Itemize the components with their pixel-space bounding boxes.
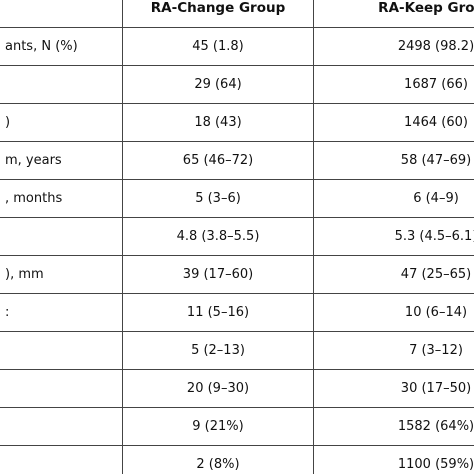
table-cell: 2498 (98.2) [313,27,474,66]
table-row: 2 (8%) 1100 (59%) [0,445,474,474]
row-label [0,445,123,474]
header-cell [0,0,123,28]
row-label [0,407,123,446]
row-label: , months [0,179,123,218]
table-row: 20 (9–30) 30 (17–50) [0,369,474,408]
table-cell: 65 (46–72) [122,141,314,180]
table-row: 9 (21%) 1582 (64%) [0,407,474,446]
row-label: ) [0,103,123,142]
table-cell: 9 (21%) [122,407,314,446]
table-cell: 45 (1.8) [122,27,314,66]
table-cell: 1687 (66) [313,65,474,104]
table-cell: 4.8 (3.8–5.5) [122,217,314,256]
table-row: ants, N (%) 45 (1.8) 2498 (98.2) [0,27,474,66]
table-cell: 5.3 (4.5–6.1) [313,217,474,256]
table-cell: 5 (2–13) [122,331,314,370]
table-cell: 10 (6–14) [313,293,474,332]
header-cell: RA-Keep Group [313,0,474,28]
row-label [0,331,123,370]
table-cell: 5 (3–6) [122,179,314,218]
table-cell: 2 (8%) [122,445,314,474]
table-row: 29 (64) 1687 (66) [0,65,474,104]
table-row: :11 (5–16) 10 (6–14) [0,293,474,332]
table-row: ), mm 39 (17–60) 47 (25–65) [0,255,474,294]
table-cell: 6 (4–9) [313,179,474,218]
table-cell: 7 (3–12) [313,331,474,370]
table-row: m, years 65 (46–72) 58 (47–69) [0,141,474,180]
table-row: ) 18 (43) 1464 (60) [0,103,474,142]
row-label [0,65,123,104]
row-label: m, years [0,141,123,180]
table-row: 5 (2–13) 7 (3–12) [0,331,474,370]
table-row: , months 5 (3–6) 6 (4–9) [0,179,474,218]
table-cell: 11 (5–16) [122,293,314,332]
table-body: ants, N (%) 45 (1.8) 2498 (98.2) 29 (64) 168… [0,27,474,474]
table-cell: 20 (9–30) [122,369,314,408]
table-row: 4.8 (3.8–5.5) 5.3 (4.5–6.1) [0,217,474,256]
table-cell: 39 (17–60) [122,255,314,294]
header-row: RA-Change Group RA-Keep Group [0,0,474,28]
table-cell: 30 (17–50) [313,369,474,408]
header-cell: RA-Change Group [122,0,314,28]
table-cell: 58 (47–69) [313,141,474,180]
row-label: ), mm [0,255,123,294]
table-cell: 1464 (60) [313,103,474,142]
table-cell: 18 (43) [122,103,314,142]
row-label: ants, N (%) [0,27,123,66]
row-label [0,217,123,256]
row-label: : [0,293,123,332]
table-cell: 1100 (59%) [313,445,474,474]
table-cell: 1582 (64%) [313,407,474,446]
table-cell: 29 (64) [122,65,314,104]
row-label [0,369,123,408]
table-cell: 47 (25–65) [313,255,474,294]
